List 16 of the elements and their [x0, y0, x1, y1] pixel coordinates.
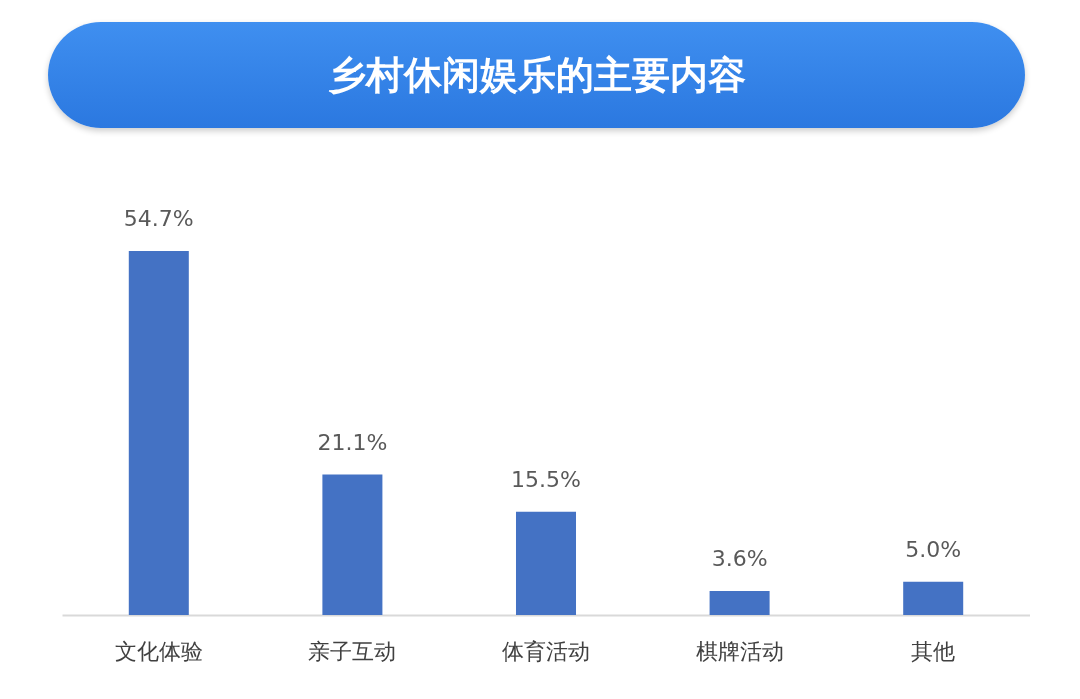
bar: [903, 581, 964, 615]
bar: [322, 474, 383, 615]
data-label: 54.7%: [123, 206, 194, 231]
x-tick-label: 棋牌活动: [695, 638, 784, 664]
x-tick-label: 文化体验: [114, 638, 203, 664]
data-label: 15.5%: [511, 466, 581, 492]
data-label: 21.1%: [317, 429, 388, 455]
bar: [128, 251, 189, 615]
x-tick-label: 体育活动: [502, 638, 590, 664]
bar: [515, 511, 577, 615]
chart-title: 乡村休闲娱乐的主要内容: [48, 22, 1025, 128]
bar: [709, 591, 770, 615]
x-tick-label: 亲子互动: [308, 638, 397, 664]
data-label: 5.0%: [905, 536, 962, 562]
data-label: 3.6%: [711, 546, 768, 572]
x-tick-label: 其他: [911, 638, 956, 664]
